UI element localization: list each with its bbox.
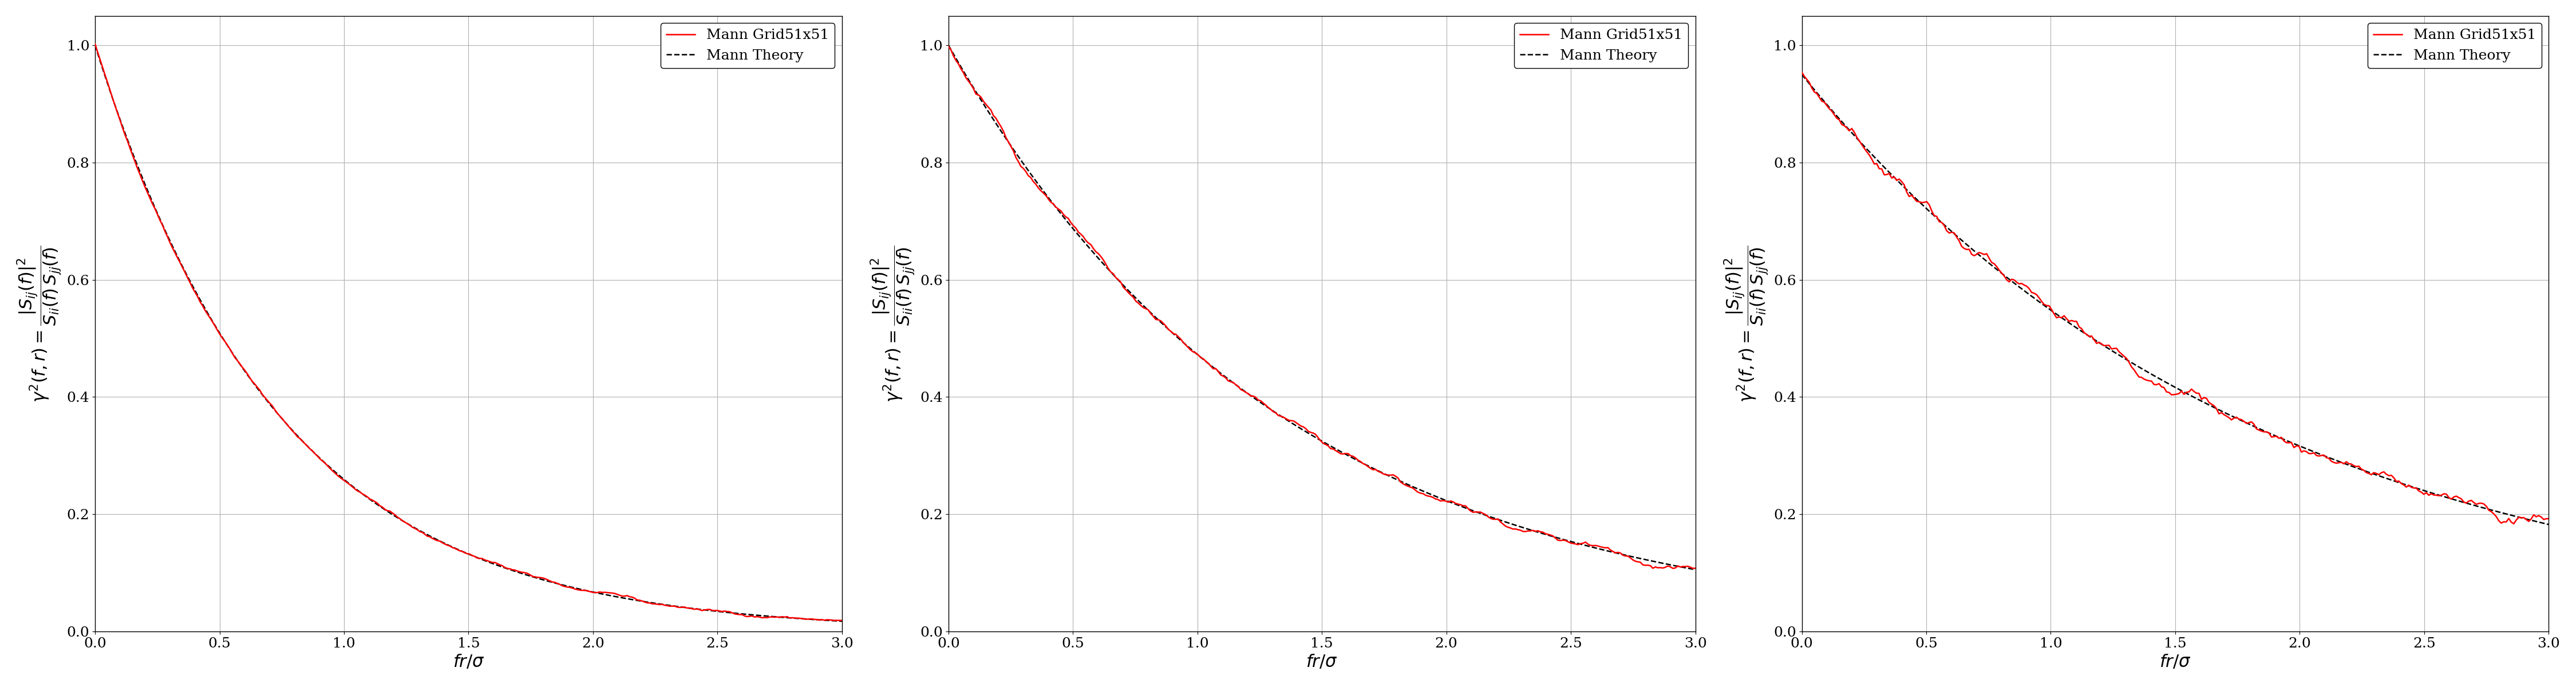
Mann Theory — [2146, 376, 2177, 384]
Mann Grid51x51 — [2228, 417, 2259, 425]
Mann Theory — [1378, 474, 1409, 482]
Mann Grid51x51 — [935, 45, 966, 54]
Mann Theory — [2398, 483, 2429, 491]
Legend: Mann Grid51x51, Mann Theory: Mann Grid51x51, Mann Theory — [2367, 23, 2543, 68]
Mann Grid51x51 — [827, 616, 858, 624]
Mann Theory — [1293, 429, 1324, 437]
X-axis label: $fr/\sigma$: $fr/\sigma$ — [453, 653, 484, 671]
Mann Theory — [523, 575, 554, 583]
Mann Theory — [1785, 70, 1816, 78]
Mann Grid51x51 — [536, 578, 567, 586]
Line: Mann Theory: Mann Theory — [1801, 74, 2548, 524]
Legend: Mann Grid51x51, Mann Theory: Mann Grid51x51, Mann Theory — [659, 23, 835, 68]
Mann Grid51x51 — [2499, 519, 2530, 528]
Mann Theory — [80, 41, 111, 49]
Line: Mann Grid51x51: Mann Grid51x51 — [1801, 72, 2548, 523]
Mann Grid51x51 — [933, 43, 963, 51]
Mann Grid51x51 — [2416, 490, 2447, 498]
Mann Theory — [1288, 426, 1319, 434]
Mann Theory — [2514, 516, 2545, 524]
Line: Mann Theory: Mann Theory — [95, 45, 842, 621]
Y-axis label: $\gamma^2(f, r) = \dfrac{|S_{ij}(f)|^2}{S_{ii}(f)\,S_{jj}(f)}$: $\gamma^2(f, r) = \dfrac{|S_{ij}(f)|^2}{… — [1723, 245, 1770, 402]
Mann Grid51x51 — [757, 613, 788, 621]
Mann Theory — [693, 606, 724, 614]
Mann Grid51x51 — [82, 48, 113, 56]
Mann Grid51x51 — [523, 573, 554, 581]
Mann Theory — [435, 541, 466, 550]
Mann Grid51x51 — [1785, 68, 1816, 76]
Legend: Mann Grid51x51, Mann Theory: Mann Grid51x51, Mann Theory — [1515, 23, 1687, 68]
Mann Theory — [2141, 373, 2172, 381]
Mann Grid51x51 — [1656, 564, 1687, 572]
Y-axis label: $\gamma^2(f, r) = \dfrac{|S_{ij}(f)|^2}{S_{ii}(f)\,S_{jj}(f)}$: $\gamma^2(f, r) = \dfrac{|S_{ij}(f)|^2}{… — [15, 245, 64, 402]
Mann Grid51x51 — [824, 616, 855, 624]
Mann Theory — [2532, 520, 2563, 528]
Line: Mann Theory: Mann Theory — [948, 45, 1695, 570]
Mann Theory — [809, 616, 840, 624]
Mann Theory — [438, 543, 469, 552]
X-axis label: $fr/\sigma$: $fr/\sigma$ — [2159, 653, 2192, 671]
Mann Theory — [484, 562, 515, 570]
Mann Theory — [2190, 399, 2221, 407]
Mann Grid51x51 — [1610, 552, 1641, 560]
Mann Grid51x51 — [2532, 515, 2563, 523]
Mann Grid51x51 — [2244, 426, 2275, 434]
Mann Theory — [827, 617, 858, 625]
Mann Grid51x51 — [1788, 72, 1819, 80]
Mann Grid51x51 — [80, 40, 111, 48]
Mann Grid51x51 — [526, 574, 556, 582]
Mann Theory — [1546, 534, 1577, 543]
Line: Mann Grid51x51: Mann Grid51x51 — [948, 47, 1695, 568]
Mann Theory — [1337, 454, 1368, 462]
Mann Grid51x51 — [1680, 564, 1710, 572]
Mann Theory — [1662, 562, 1692, 570]
Mann Grid51x51 — [1376, 471, 1406, 480]
Y-axis label: $\gamma^2(f, r) = \dfrac{|S_{ij}(f)|^2}{S_{ii}(f)\,S_{jj}(f)}$: $\gamma^2(f, r) = \dfrac{|S_{ij}(f)|^2}{… — [868, 245, 917, 402]
Mann Theory — [1680, 565, 1710, 574]
Mann Grid51x51 — [1378, 471, 1409, 479]
Mann Grid51x51 — [1391, 481, 1422, 489]
Mann Grid51x51 — [2231, 419, 2262, 427]
Mann Theory — [2231, 419, 2262, 427]
Mann Grid51x51 — [708, 607, 739, 616]
Line: Mann Grid51x51: Mann Grid51x51 — [95, 44, 842, 620]
Mann Theory — [933, 41, 963, 49]
Mann Grid51x51 — [2463, 499, 2494, 508]
Mann Grid51x51 — [1564, 541, 1595, 549]
X-axis label: $fr/\sigma$: $fr/\sigma$ — [1306, 653, 1337, 671]
